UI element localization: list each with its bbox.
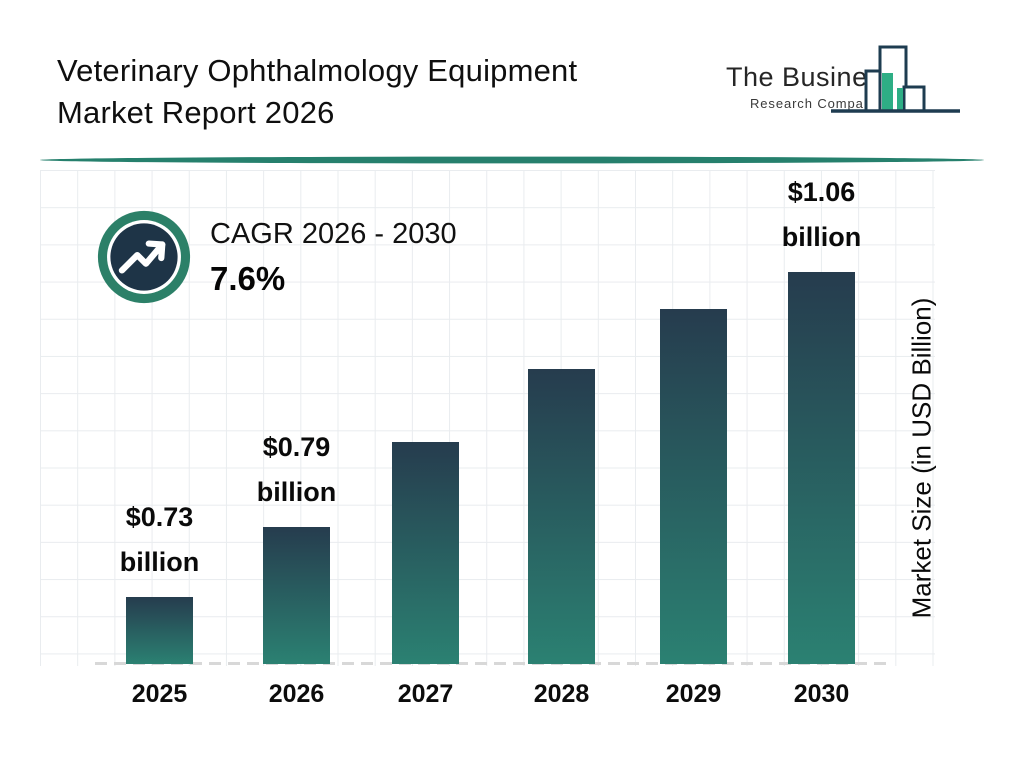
page-title: Veterinary Ophthalmology Equipment Marke… — [57, 50, 577, 134]
logo-text-secondary: Research Company — [750, 96, 880, 111]
bar-2027 — [392, 442, 459, 664]
x-tick-2029: 2029 — [665, 680, 722, 708]
trend-up-icon — [97, 210, 191, 304]
x-tick-2026: 2026 — [268, 680, 325, 708]
bar-2029 — [660, 309, 727, 664]
y-axis-label: Market Size (in USD Billion) — [906, 297, 937, 619]
company-logo: The Business Research Company — [716, 38, 976, 122]
bar-chart-logo-icon — [831, 45, 960, 113]
bar-2025 — [126, 597, 193, 664]
x-tick-2028: 2028 — [533, 680, 590, 708]
bar-2026 — [263, 527, 330, 664]
x-tick-2025: 2025 — [131, 680, 188, 708]
cagr-value: 7.6% — [210, 260, 286, 297]
x-tick-2030: 2030 — [793, 680, 850, 708]
x-tick-2027: 2027 — [397, 680, 454, 708]
bar-2028 — [528, 369, 595, 664]
value-label-2025: $0.73 billion — [119, 502, 200, 577]
cagr-period-label: CAGR 2026 - 2030 — [210, 218, 457, 250]
title-line-1: Veterinary Ophthalmology Equipment — [57, 53, 578, 88]
value-label-2026: $0.79 billion — [256, 432, 337, 507]
title-line-2: Market Report 2026 — [57, 95, 335, 130]
axis-baseline — [95, 662, 890, 665]
value-label-2030: $1.06 billion — [781, 177, 862, 252]
header-divider — [38, 153, 986, 165]
bar-2030 — [788, 272, 855, 664]
